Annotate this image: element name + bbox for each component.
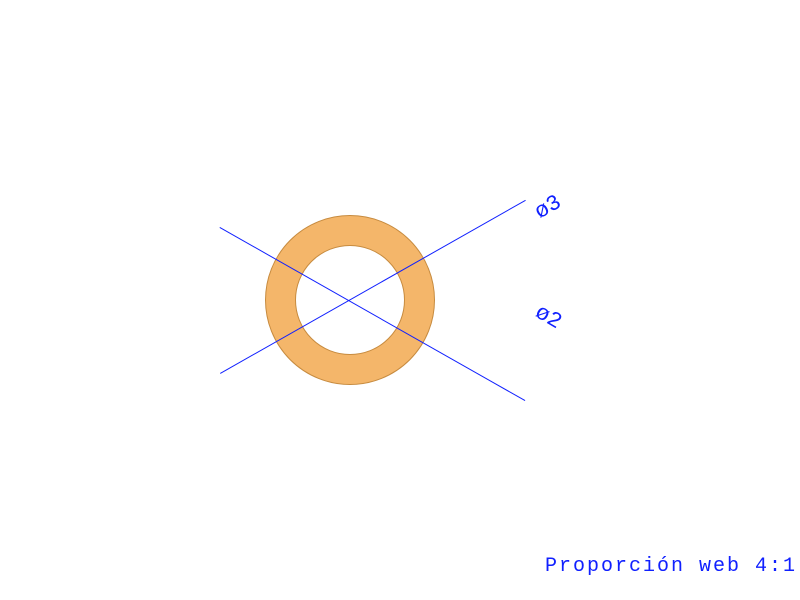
drawing-canvas: ø3 ø2 Proporción web 4:1 [0, 0, 800, 600]
dimension-label-outer: ø3 [531, 190, 566, 225]
footer-scale-label: Proporción web 4:1 [545, 555, 797, 578]
dimension-label-inner: ø2 [531, 300, 566, 335]
